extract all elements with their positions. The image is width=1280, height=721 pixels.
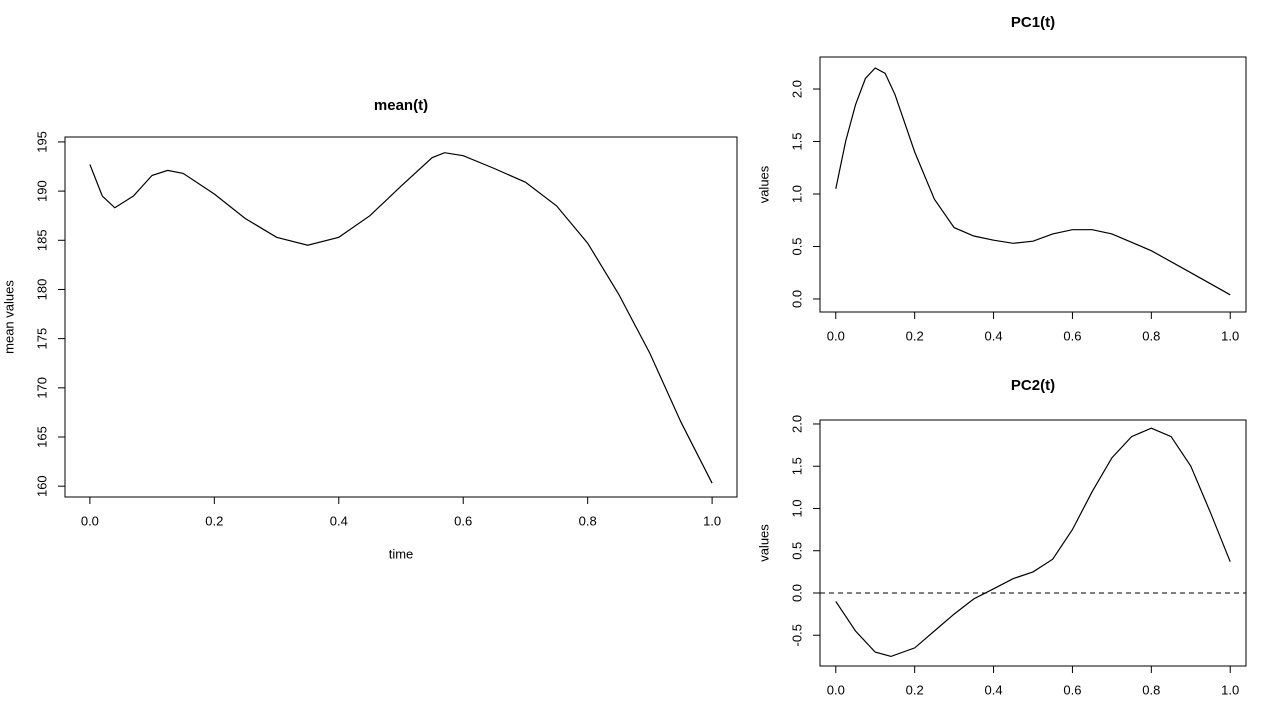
y-tick-label: 0.0 (789, 290, 804, 308)
plot-box (64, 136, 738, 498)
y-tick-label: 2.0 (789, 415, 804, 433)
x-tick-label: 0.8 (579, 513, 597, 528)
y-tick-label: 185 (34, 229, 49, 251)
x-tick-label: 0.8 (1142, 682, 1160, 697)
y-tick-label: 1.0 (789, 499, 804, 517)
y-tick-label: 1.5 (789, 457, 804, 475)
y-tick-label: 0.5 (789, 542, 804, 560)
x-tick-label: 0.2 (906, 328, 924, 343)
y-tick-label: 0.5 (789, 237, 804, 255)
y-axis-label: values (756, 165, 771, 203)
x-axis-label: time (389, 546, 414, 561)
y-tick-label: 160 (34, 475, 49, 497)
y-axis-label: values (756, 524, 771, 562)
chart-title: mean(t) (374, 97, 428, 114)
x-tick-label: 1.0 (1221, 328, 1239, 343)
y-tick-label: 195 (34, 131, 49, 153)
plot-box (819, 419, 1247, 667)
y-tick-label: 1.5 (789, 132, 804, 150)
y-tick-label: -0.5 (789, 624, 804, 646)
x-tick-label: 0.4 (985, 682, 1003, 697)
x-tick-label: 0.6 (1063, 328, 1081, 343)
y-tick-label: 165 (34, 426, 49, 448)
plot-box (819, 56, 1247, 313)
chart-title: PC1(t) (1011, 14, 1055, 31)
y-tick-label: 2.0 (789, 80, 804, 98)
x-tick-label: 0.4 (330, 513, 348, 528)
x-tick-label: 0.6 (454, 513, 472, 528)
data-line (835, 427, 1231, 658)
x-tick-label: 0.0 (827, 682, 845, 697)
y-tick-label: 180 (34, 279, 49, 301)
x-tick-label: 0.4 (985, 328, 1003, 343)
x-tick-label: 0.8 (1142, 328, 1160, 343)
x-tick-label: 0.0 (827, 328, 845, 343)
x-tick-label: 0.2 (906, 682, 924, 697)
x-tick-label: 0.6 (1063, 682, 1081, 697)
x-tick-label: 1.0 (1221, 682, 1239, 697)
chart-title: PC2(t) (1011, 377, 1055, 394)
y-tick-label: 175 (34, 328, 49, 350)
y-tick-label: 190 (34, 180, 49, 202)
data-line (835, 67, 1231, 296)
x-tick-label: 1.0 (703, 513, 721, 528)
y-tick-label: 0.0 (789, 584, 804, 602)
y-tick-label: 1.0 (789, 185, 804, 203)
x-tick-label: 0.0 (81, 513, 99, 528)
y-axis-label: mean values (1, 280, 16, 354)
x-tick-label: 0.2 (205, 513, 223, 528)
data-line (89, 152, 713, 484)
y-tick-label: 170 (34, 377, 49, 399)
